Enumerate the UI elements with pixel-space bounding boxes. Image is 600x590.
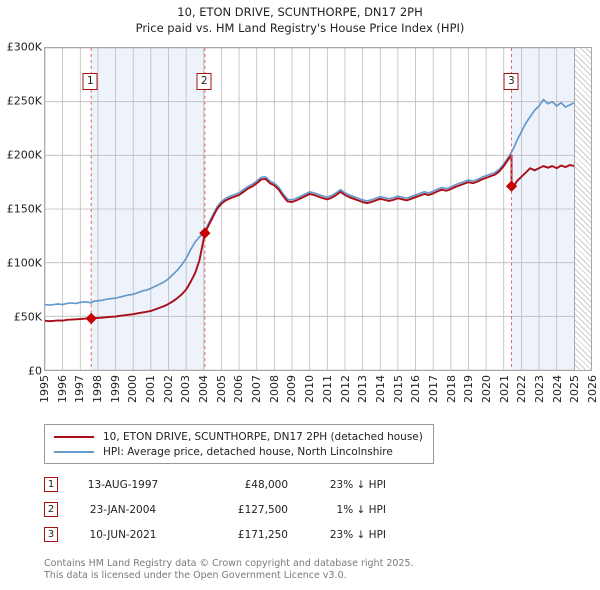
y-axis-tick-label: £0 [28,364,42,378]
series-line-property [45,154,574,323]
page-subtitle: Price paid vs. HM Land Registry's House … [135,21,465,35]
transaction-price: £48,000 [244,478,288,491]
x-axis-tick-label: 2025 [568,375,582,403]
x-axis-tick-label: 2009 [285,375,299,403]
marker-flag-2[interactable]: 2 [196,73,212,90]
x-axis-tick-label: 2024 [550,375,564,403]
transaction-price: £171,250 [237,528,288,541]
x-axis-tick-label: 2012 [338,375,352,403]
transaction-hpi-delta: 1% ↓ HPI [336,503,386,516]
x-axis-tick-label: 2004 [197,375,211,403]
transaction-index: 2 [44,502,58,517]
x-axis-tick-label: 2017 [426,375,440,403]
chart-svg [45,48,574,370]
x-axis-tick-label: 2011 [320,375,334,403]
x-axis-tick-label: 2000 [126,375,140,403]
x-axis-tick-label: 2019 [462,375,476,403]
x-axis-tick-label: 2007 [250,375,264,403]
transaction-row[interactable]: 3 10-JUN-2021 £171,250 23% ↓ HPI [44,522,444,547]
plot-area [44,47,574,371]
x-axis-tick-label: 2015 [391,375,405,403]
x-axis-tick-label: 2001 [144,375,158,403]
hatched-future-region [574,47,592,371]
x-axis-tick-label: 1996 [55,375,69,403]
legend-box: 10, ETON DRIVE, SCUNTHORPE, DN17 2PH (de… [44,424,434,464]
transaction-marker [85,312,97,325]
x-axis-tick-label: 2022 [515,375,529,403]
y-axis-tick-label: £300K [6,40,42,54]
y-axis-tick-label: £50K [13,310,42,324]
transaction-hpi-delta: 23% ↓ HPI [329,528,386,541]
legend-label-hpi: HPI: Average price, detached house, Nort… [103,445,393,458]
transaction-date: 10-JUN-2021 [89,528,157,541]
x-axis-tick-label: 2008 [267,375,281,403]
transaction-marker [505,180,518,192]
x-axis-tick-label: 2026 [586,375,599,403]
y-axis-tick-label: £150K [6,202,42,216]
x-axis-tick-label: 2014 [373,375,387,403]
transaction-row[interactable]: 2 23-JAN-2004 £127,500 1% ↓ HPI [44,497,444,522]
footer-attribution: Contains HM Land Registry data © Crown c… [44,558,564,581]
y-axis-tick-label: £200K [6,148,42,162]
legend-swatch-property [54,435,94,438]
transaction-price: £127,500 [237,503,288,516]
y-axis-tick-label: £100K [6,256,42,270]
x-axis-tick-label: 2002 [161,375,175,403]
y-axis-tick-label: £250K [6,94,42,108]
x-axis-tick-label: 1998 [91,375,105,403]
x-axis-tick-label: 2010 [303,375,317,403]
transaction-index: 1 [44,477,58,492]
transaction-hpi-delta: 23% ↓ HPI [329,478,386,491]
x-axis-tick-label: 2016 [409,375,423,403]
x-axis-tick-label: 2003 [179,375,193,403]
footer-line-2: This data is licensed under the Open Gov… [44,569,347,581]
footer-line-1: Contains HM Land Registry data © Crown c… [44,558,414,569]
transaction-date: 23-JAN-2004 [89,503,157,516]
legend-item-property: 10, ETON DRIVE, SCUNTHORPE, DN17 2PH (de… [51,429,427,444]
transaction-index: 3 [44,527,58,542]
x-axis-tick-label: 1997 [73,375,87,403]
page-title: 10, ETON DRIVE, SCUNTHORPE, DN17 2PH [177,5,423,19]
x-axis-tick-label: 2021 [497,375,511,403]
transaction-date: 13-AUG-1997 [87,478,159,491]
legend-label-property: 10, ETON DRIVE, SCUNTHORPE, DN17 2PH (de… [103,430,423,443]
x-axis-tick-label: 1995 [38,375,51,403]
x-axis-tick-label: 2023 [532,375,546,403]
x-axis-tick-label: 2013 [356,375,370,403]
x-axis-tick-label: 2020 [479,375,493,403]
x-axis-tick-label: 2006 [232,375,246,403]
transaction-row[interactable]: 1 13-AUG-1997 £48,000 23% ↓ HPI [44,472,444,497]
legend-item-hpi: HPI: Average price, detached house, Nort… [51,444,427,459]
marker-flag-1[interactable]: 1 [82,73,98,90]
x-axis-tick-label: 2018 [444,375,458,403]
transaction-marker [199,227,211,239]
legend-swatch-hpi [54,450,94,453]
marker-flag-3[interactable]: 3 [503,73,519,90]
x-axis-tick-label: 2005 [214,375,228,403]
transactions-table: 1 13-AUG-1997 £48,000 23% ↓ HPI 2 23-JAN-2004… [44,472,444,547]
x-axis-tick-label: 1999 [108,375,122,403]
title-block: 10, ETON DRIVE, SCUNTHORPE, DN17 2PH Pri… [0,4,600,36]
series-line-hpi [45,98,574,306]
